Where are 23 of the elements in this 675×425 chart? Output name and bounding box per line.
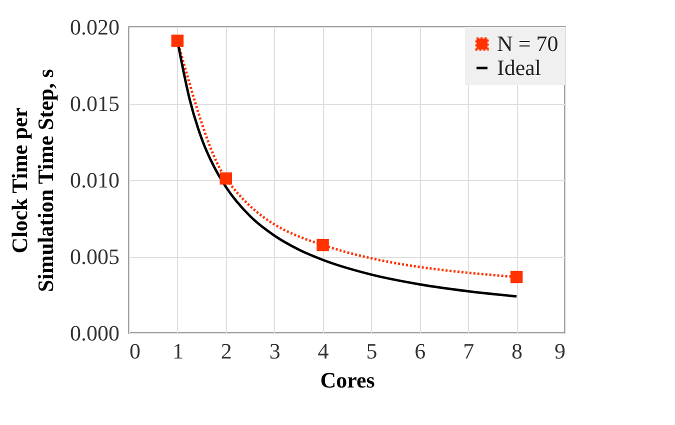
x-tick-label: 8 <box>512 338 523 364</box>
x-tick-label: 7 <box>463 338 474 364</box>
x-tick-label: 5 <box>366 338 378 364</box>
y-tick-label: 0.010 <box>70 168 120 192</box>
y-tick-label: 0.005 <box>70 244 120 269</box>
y-tick-label: 0.000 <box>70 320 120 346</box>
x-tick-label: 1 <box>172 338 184 364</box>
point <box>220 172 232 185</box>
point <box>316 238 329 252</box>
y-tick-label: 0.020 <box>70 14 120 40</box>
x-axis-title: Cores <box>320 368 376 392</box>
legend-label: N = 70 <box>497 31 558 56</box>
legend-label: Ideal <box>497 55 541 80</box>
x-tick-label: 2 <box>220 338 232 364</box>
x-tick-label: 9 <box>554 338 566 364</box>
point <box>171 34 184 47</box>
x-tick-label: 4 <box>318 338 329 364</box>
y-axis-title: Clock Time per Simulation Time Step, s <box>7 68 58 292</box>
x-tick-label: 3 <box>269 338 280 364</box>
point <box>510 270 523 284</box>
x-tick-label: 6 <box>414 338 426 364</box>
y-tick-label: 0.015 <box>70 91 120 116</box>
x-tick-label: 0 <box>130 338 140 364</box>
